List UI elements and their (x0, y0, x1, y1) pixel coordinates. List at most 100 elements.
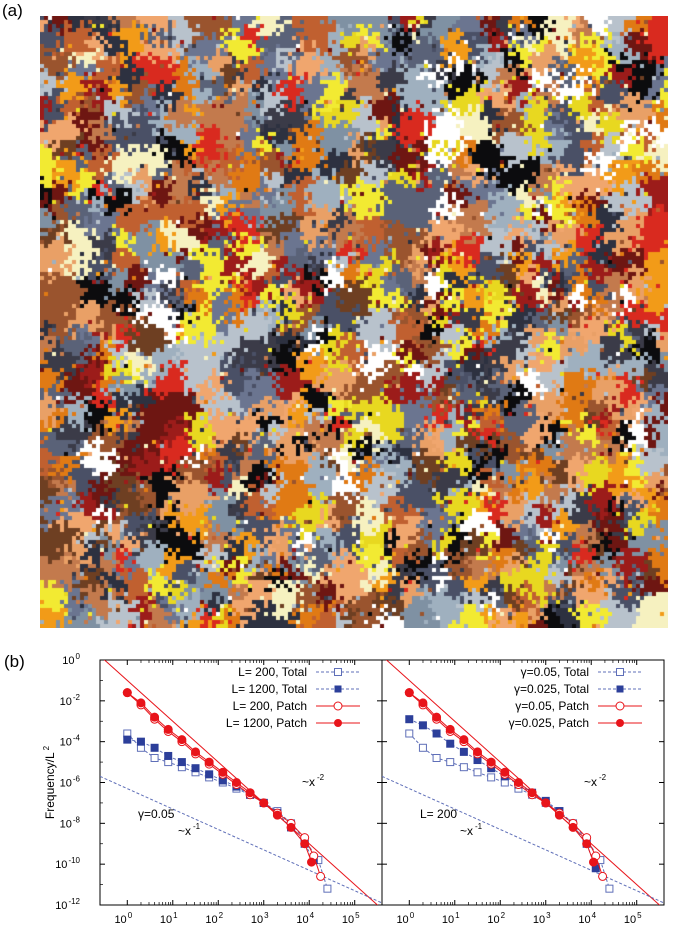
y-tick-label: 10-12 (55, 897, 80, 912)
legend-marker (616, 668, 624, 676)
y-tick-label: 100 (62, 652, 80, 667)
data-point (136, 698, 146, 708)
data-point (218, 767, 228, 777)
data-point (286, 822, 296, 832)
data-point (404, 688, 414, 698)
data-point (323, 884, 332, 893)
data-point (589, 857, 598, 867)
data-point (405, 729, 414, 738)
legend-marker (616, 719, 624, 727)
data-point (582, 839, 592, 849)
data-point (259, 798, 269, 808)
data-point (527, 788, 537, 798)
x-tick-label: 103 (533, 911, 551, 925)
x-tick-label: 104 (578, 911, 596, 925)
data-point (418, 721, 427, 730)
data-point (445, 724, 455, 734)
guide-label: ~x -1 (460, 822, 483, 838)
data-point (177, 735, 187, 745)
legend-marker (334, 685, 342, 693)
x-tick-label: 105 (342, 911, 360, 925)
cluster-mosaic-image (40, 16, 668, 628)
data-point (598, 871, 608, 881)
data-point (513, 778, 523, 787)
data-point (405, 715, 414, 724)
data-point (446, 758, 455, 767)
chart-panel-2: 100101102103104105Size~x-2~x-1L= 200γ=0.… (381, 659, 665, 925)
guide-label: ~x -2 (584, 773, 607, 789)
guide-label: ~x -2 (302, 773, 325, 789)
y-tick-label: 10-2 (60, 693, 81, 708)
panel-annotation: L= 200 (420, 807, 457, 821)
x-tick-label: 101 (160, 911, 178, 925)
data-point (231, 778, 241, 787)
data-point (446, 739, 455, 748)
data-point (136, 737, 145, 746)
series-line-3 (408, 692, 604, 877)
legend-marker (615, 701, 625, 711)
series-line-2 (127, 739, 315, 861)
data-point (163, 724, 173, 734)
data-point (191, 747, 201, 757)
data-point (300, 839, 310, 849)
data-point (554, 810, 564, 820)
data-point (541, 798, 551, 808)
legend-marker (334, 668, 342, 676)
data-point (122, 688, 132, 698)
x-tick-label: 105 (624, 911, 642, 925)
data-point (150, 743, 159, 752)
guide-label: ~x -1 (178, 822, 201, 838)
data-point (418, 743, 427, 752)
legend-label: γ=0.025, Total (514, 682, 589, 696)
data-point (150, 754, 159, 762)
data-point (459, 763, 468, 772)
panel-b-label: (b) (4, 652, 25, 671)
data-point (177, 758, 186, 767)
legend-label: L= 1200, Total (231, 682, 307, 696)
x-tick-label: 100 (114, 911, 132, 925)
series-line-1 (126, 733, 328, 889)
legend-label: L= 1200, Patch (226, 716, 307, 730)
y-tick-label: 10-10 (55, 856, 80, 871)
legend-marker (334, 719, 342, 727)
legend-label: γ=0.025, Patch (509, 716, 589, 730)
data-point (487, 773, 496, 782)
legend-label: γ=0.05, Patch (515, 699, 589, 713)
panel-annotation: γ=0.05 (138, 807, 175, 821)
distribution-plots: 100 101 102 103 104 105 100 10-2 10-4 10-6 10-8 10-… (42, 652, 665, 925)
series-line-2 (409, 718, 597, 869)
data-point (316, 871, 326, 881)
plot-area (382, 660, 664, 905)
series-line-1 (408, 733, 610, 889)
data-point (432, 712, 442, 722)
data-point (473, 768, 482, 777)
x-tick-label: 104 (296, 911, 314, 925)
y-axis-title: Frequency/L2 (42, 745, 57, 819)
data-point (245, 788, 255, 798)
guide-line-blue (382, 775, 664, 904)
data-point (568, 822, 578, 832)
data-point (307, 857, 316, 867)
data-point (459, 735, 469, 745)
data-point (500, 767, 510, 777)
guide-line-red (385, 660, 661, 905)
chart-panel-1: 100 101 102 103 104 105 100 10-2 10-4 10-6 10-8 10-… (42, 652, 383, 925)
data-point (272, 810, 282, 820)
data-point (164, 751, 173, 760)
series-line-3 (126, 692, 322, 877)
data-point (432, 754, 441, 762)
legend-label: γ=0.05, Total (521, 665, 589, 679)
data-point (191, 764, 200, 773)
plot-area (100, 660, 382, 905)
data-point (150, 712, 160, 722)
x-tick-label: 102 (487, 911, 505, 925)
data-point (486, 757, 496, 767)
data-point (459, 747, 468, 756)
legend-marker (333, 701, 343, 711)
data-point (204, 757, 214, 767)
x-tick-label: 101 (442, 911, 460, 925)
data-point (418, 698, 428, 708)
data-point (123, 735, 132, 744)
x-tick-label: 100 (396, 911, 414, 925)
guide-line-red (103, 660, 379, 905)
